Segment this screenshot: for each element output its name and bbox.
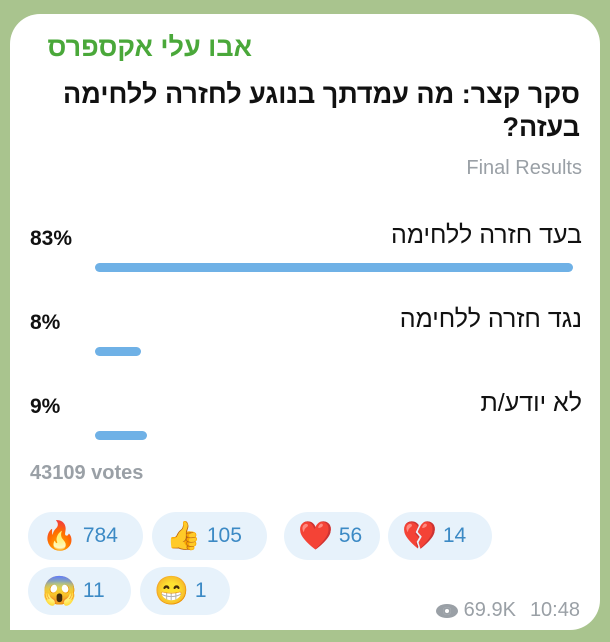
- option-bar: [95, 347, 142, 356]
- poll-option: 83% בעד חזרה ללחימה: [10, 221, 600, 297]
- poll-option: 9% לא יודע/ת: [10, 389, 600, 465]
- channel-name[interactable]: אבו עלי אקספרס: [47, 32, 252, 62]
- reaction-count: 11: [82, 579, 105, 602]
- reaction-count: 105: [206, 524, 242, 547]
- reaction-count: 1: [194, 579, 207, 602]
- eye-icon: [435, 603, 458, 618]
- screaming-face-icon: 😱: [42, 575, 77, 606]
- option-text: בעד חזרה ללחימה: [391, 221, 582, 249]
- reaction-heart[interactable]: ❤️ 56: [284, 512, 380, 560]
- message-time: 10:48: [529, 599, 580, 621]
- grinning-face-icon: 😁: [154, 575, 189, 606]
- poll-option: 8% נגד חזרה ללחימה: [10, 305, 600, 381]
- poll-status: Final Results: [466, 157, 582, 179]
- reaction-grinning-face[interactable]: 😁 1: [140, 567, 230, 615]
- option-text: נגד חזרה ללחימה: [399, 305, 582, 333]
- poll-question: סקר קצר: מה עמדתך בנוגע לחזרה ללחימה בעז…: [63, 79, 580, 142]
- message-footer: 69.9K 10:48: [435, 599, 580, 622]
- option-percent: 9%: [30, 395, 61, 418]
- reaction-count: 56: [338, 524, 363, 547]
- broken-heart-icon: 💔: [402, 520, 437, 551]
- reaction-screaming-face[interactable]: 😱 11: [28, 567, 131, 615]
- option-text: לא יודע/ת: [480, 389, 582, 417]
- option-bar: [95, 431, 147, 440]
- message-bubble: אבו עלי אקספרס סקר קצר: מה עמדתך בנוגע ל…: [10, 14, 600, 630]
- reaction-broken-heart[interactable]: 💔 14: [388, 512, 492, 560]
- thumbs-up-icon: 👍: [166, 520, 201, 551]
- heart-icon: ❤️: [298, 520, 333, 551]
- reaction-count: 784: [82, 524, 118, 547]
- reaction-count: 14: [442, 524, 467, 547]
- option-percent: 83%: [30, 227, 73, 250]
- view-count: 69.9K: [463, 599, 516, 621]
- reaction-thumbs-up[interactable]: 👍 105: [152, 512, 267, 560]
- fire-icon: 🔥: [42, 520, 77, 551]
- option-bar: [95, 263, 573, 272]
- vote-count: 43109 votes: [30, 462, 144, 484]
- option-percent: 8%: [30, 311, 61, 334]
- reaction-fire[interactable]: 🔥 784: [28, 512, 143, 560]
